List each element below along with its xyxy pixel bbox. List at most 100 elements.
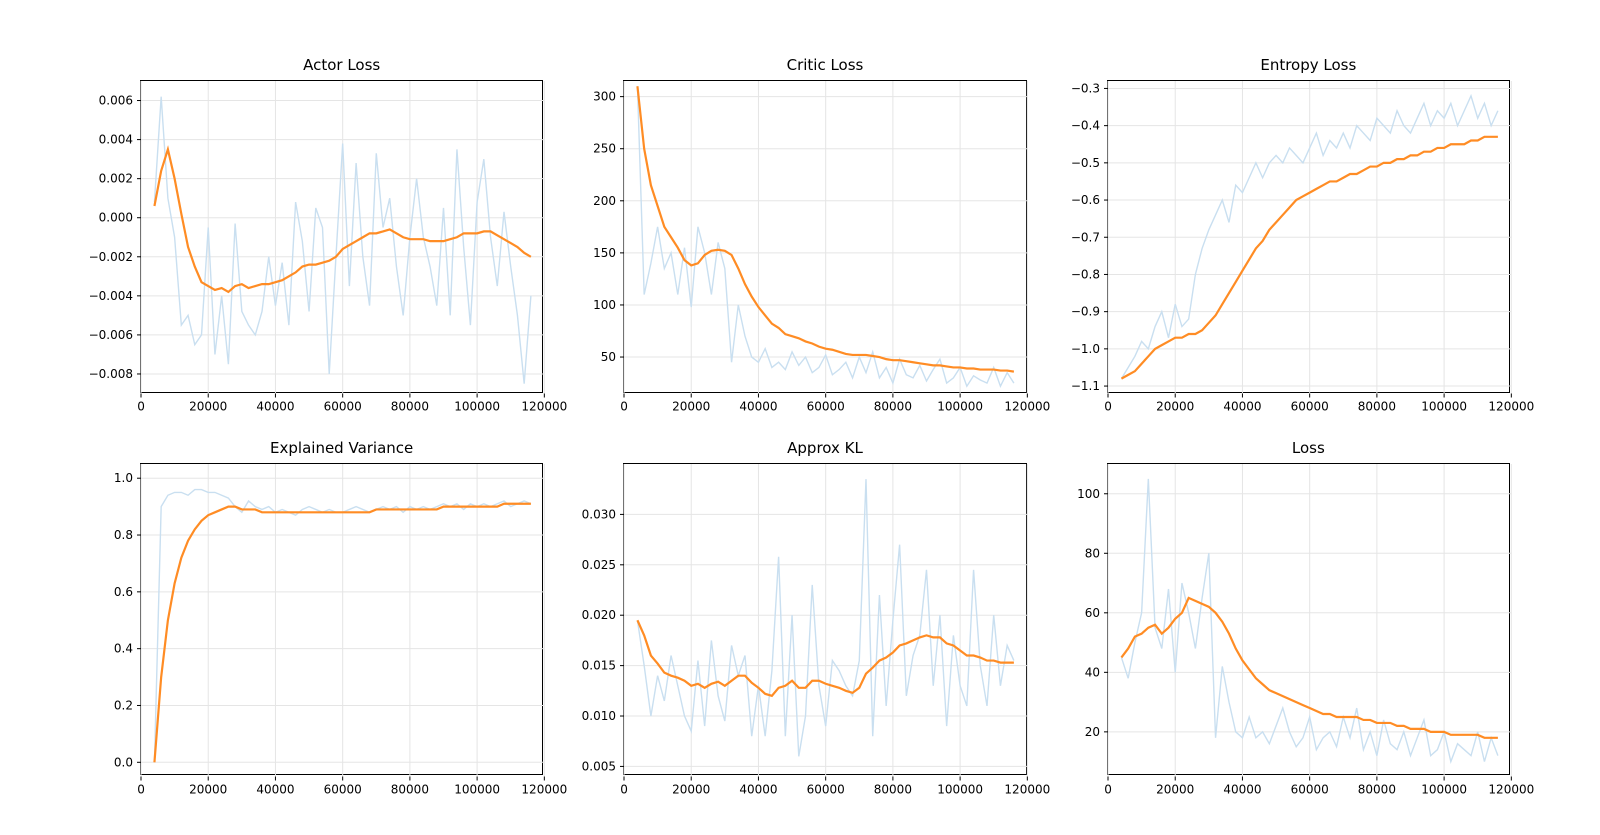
ytick-label: 0.8: [114, 528, 133, 542]
xtick-label: 20000: [189, 782, 227, 796]
plot-title: Loss: [1107, 439, 1510, 457]
ytick-label: −0.7: [1071, 230, 1100, 244]
plot-svg: 0200004000060000800001000001200000.0050.…: [624, 464, 1027, 777]
ytick-label: −1.0: [1071, 342, 1100, 356]
xtick-label: 120000: [521, 782, 567, 796]
plot-title: Explained Variance: [140, 439, 543, 457]
xtick-label: 0: [621, 400, 629, 414]
xtick-label: 120000: [1488, 782, 1534, 796]
xtick-label: 20000: [189, 400, 227, 414]
plot-svg: 0200004000060000800001000001200002040608…: [1108, 464, 1511, 777]
plot-area: 0200004000060000800001000001200000.00.20…: [140, 463, 543, 776]
ytick-label: 40: [1084, 665, 1099, 679]
xtick-label: 80000: [874, 782, 912, 796]
ytick-label: 250: [593, 142, 616, 156]
ytick-label: 100: [593, 298, 616, 312]
xtick-label: 20000: [672, 400, 710, 414]
ytick-label: 0.015: [582, 658, 616, 672]
xtick-label: 0: [137, 400, 145, 414]
ytick-label: −0.004: [89, 289, 133, 303]
xtick-label: 20000: [1156, 782, 1194, 796]
xtick-label: 20000: [672, 782, 710, 796]
ytick-label: 0.6: [114, 584, 133, 598]
subplot-loss: Loss020000400006000080000100000120000204…: [1107, 463, 1510, 776]
xtick-label: 60000: [324, 400, 362, 414]
ytick-label: 0.4: [114, 641, 133, 655]
xtick-label: 0: [1104, 400, 1112, 414]
xtick-label: 40000: [256, 782, 294, 796]
xtick-label: 60000: [807, 782, 845, 796]
ytick-label: 80: [1084, 546, 1099, 560]
plot-title: Actor Loss: [140, 56, 543, 74]
ytick-label: −0.002: [89, 250, 133, 264]
xtick-label: 100000: [938, 782, 984, 796]
ytick-label: −0.4: [1071, 119, 1100, 133]
ytick-label: 0.0: [114, 755, 133, 769]
xtick-label: 80000: [391, 400, 429, 414]
subplot-actor_loss: Actor Loss020000400006000080000100000120…: [140, 80, 543, 393]
plot-area: 020000400006000080000100000120000−1.1−1.…: [1107, 80, 1510, 393]
xtick-label: 100000: [454, 400, 500, 414]
ytick-label: 1.0: [114, 471, 133, 485]
ytick-label: −0.006: [89, 328, 133, 342]
figure: Actor Loss020000400006000080000100000120…: [0, 0, 1600, 835]
ytick-label: 300: [593, 90, 616, 104]
ytick-label: −0.6: [1071, 193, 1100, 207]
plot-svg: 020000400006000080000100000120000−0.008−…: [141, 81, 544, 394]
ytick-label: −0.9: [1071, 305, 1100, 319]
xtick-label: 40000: [1223, 400, 1261, 414]
xtick-label: 0: [1104, 782, 1112, 796]
ytick-label: 150: [593, 246, 616, 260]
ytick-label: 60: [1084, 605, 1099, 619]
plot-area: 0200004000060000800001000001200005010015…: [623, 80, 1026, 393]
plot-area: 020000400006000080000100000120000−0.008−…: [140, 80, 543, 393]
subplot-entropy_loss: Entropy Loss0200004000060000800001000001…: [1107, 80, 1510, 393]
ytick-label: 20: [1084, 724, 1099, 738]
ytick-label: 50: [601, 350, 616, 364]
xtick-label: 60000: [1290, 400, 1328, 414]
subplot-approx_kl: Approx KL0200004000060000800001000001200…: [623, 463, 1026, 776]
xtick-label: 100000: [938, 400, 984, 414]
xtick-label: 120000: [1488, 400, 1534, 414]
ytick-label: −0.5: [1071, 156, 1100, 170]
ytick-label: −1.1: [1071, 379, 1100, 393]
ytick-label: 0.005: [582, 759, 616, 773]
xtick-label: 60000: [1290, 782, 1328, 796]
xtick-label: 60000: [324, 782, 362, 796]
plot-svg: 0200004000060000800001000001200005010015…: [624, 81, 1027, 394]
xtick-label: 80000: [391, 782, 429, 796]
ytick-label: 200: [593, 194, 616, 208]
plot-svg: 0200004000060000800001000001200000.00.20…: [141, 464, 544, 777]
xtick-label: 40000: [740, 782, 778, 796]
ytick-label: 0.002: [99, 172, 133, 186]
ytick-label: 100: [1077, 486, 1100, 500]
xtick-label: 100000: [454, 782, 500, 796]
ytick-label: 0.006: [99, 94, 133, 108]
ytick-label: 0.004: [99, 133, 133, 147]
plot-area: 0200004000060000800001000001200000.0050.…: [623, 463, 1026, 776]
xtick-label: 80000: [1357, 782, 1395, 796]
xtick-label: 120000: [1005, 782, 1051, 796]
xtick-label: 60000: [807, 400, 845, 414]
xtick-label: 0: [621, 782, 629, 796]
plot-area: 0200004000060000800001000001200002040608…: [1107, 463, 1510, 776]
xtick-label: 120000: [1005, 400, 1051, 414]
ytick-label: −0.3: [1071, 81, 1100, 95]
xtick-label: 120000: [521, 400, 567, 414]
subplot-critic_loss: Critic Loss02000040000600008000010000012…: [623, 80, 1026, 393]
xtick-label: 0: [137, 782, 145, 796]
ytick-label: 0.025: [582, 557, 616, 571]
plot-svg: 020000400006000080000100000120000−1.1−1.…: [1108, 81, 1511, 394]
xtick-label: 40000: [1223, 782, 1261, 796]
ytick-label: 0.020: [582, 608, 616, 622]
xtick-label: 80000: [874, 400, 912, 414]
plot-title: Critic Loss: [623, 56, 1026, 74]
plot-title: Approx KL: [623, 439, 1026, 457]
xtick-label: 20000: [1156, 400, 1194, 414]
ytick-label: 0.030: [582, 507, 616, 521]
ytick-label: 0.000: [99, 211, 133, 225]
ytick-label: −0.008: [89, 367, 133, 381]
xtick-label: 100000: [1421, 400, 1467, 414]
xtick-label: 100000: [1421, 782, 1467, 796]
plot-title: Entropy Loss: [1107, 56, 1510, 74]
